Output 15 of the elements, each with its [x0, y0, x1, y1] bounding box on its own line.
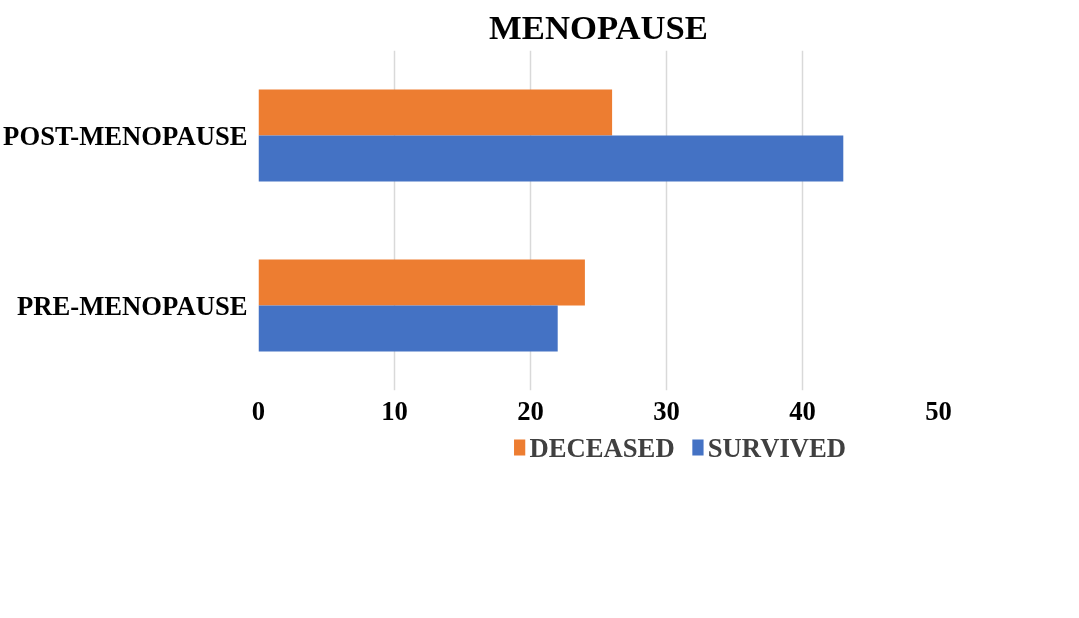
- x-tick-label: 40: [789, 395, 816, 426]
- y-tick-label: POST-MENOPAUSE: [3, 120, 248, 151]
- bar: [258, 89, 613, 136]
- legend-label: SURVIVED: [707, 432, 847, 463]
- bar: [258, 259, 585, 306]
- x-tick-label: 30: [653, 395, 680, 426]
- x-tick-label: 20: [517, 395, 544, 426]
- x-tick-label: 50: [925, 395, 952, 426]
- legend-label: DECEASED: [529, 432, 675, 463]
- x-tick-label: 10: [381, 395, 408, 426]
- bar: [258, 305, 558, 352]
- chart-title: MENOPAUSE: [489, 7, 708, 46]
- y-tick-label: PRE-MENOPAUSE: [16, 290, 248, 321]
- bar: [258, 135, 844, 182]
- x-tick-label: 0: [251, 395, 266, 426]
